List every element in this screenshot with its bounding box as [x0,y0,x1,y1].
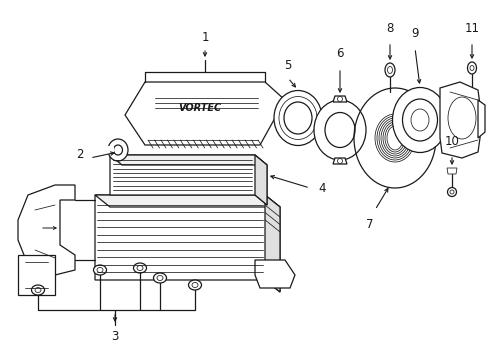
Ellipse shape [31,285,44,295]
Ellipse shape [188,280,201,290]
Polygon shape [332,158,346,164]
Ellipse shape [447,188,456,197]
Text: 8: 8 [386,22,393,35]
Polygon shape [18,255,55,295]
Ellipse shape [467,62,475,74]
Ellipse shape [325,112,354,148]
Ellipse shape [384,63,394,77]
Text: 7: 7 [366,218,373,231]
Text: 11: 11 [464,22,479,35]
Polygon shape [439,82,479,158]
Ellipse shape [337,158,342,163]
Text: 4: 4 [317,181,325,194]
Ellipse shape [133,263,146,273]
Text: VORTEC: VORTEC [178,103,221,113]
Polygon shape [264,195,280,292]
Polygon shape [446,168,456,174]
Polygon shape [107,146,114,154]
Polygon shape [110,155,266,205]
Text: 9: 9 [410,27,418,40]
Polygon shape [110,155,266,165]
Ellipse shape [402,99,437,141]
Polygon shape [332,96,346,102]
Polygon shape [254,260,294,288]
Ellipse shape [113,145,122,155]
Polygon shape [95,195,280,292]
Ellipse shape [313,100,365,160]
Polygon shape [254,155,266,205]
Ellipse shape [284,102,311,134]
Polygon shape [125,82,285,145]
Text: 5: 5 [284,59,291,72]
Polygon shape [95,195,280,207]
Ellipse shape [337,96,342,102]
Polygon shape [18,185,75,275]
Ellipse shape [93,265,106,275]
Text: 3: 3 [111,330,119,343]
Text: 10: 10 [444,135,459,148]
Polygon shape [477,100,484,138]
Text: 1: 1 [201,31,208,44]
Ellipse shape [392,87,447,153]
Text: 2: 2 [76,148,84,162]
Ellipse shape [273,90,321,145]
Ellipse shape [108,139,128,161]
Ellipse shape [153,273,166,283]
Text: 6: 6 [336,47,343,60]
